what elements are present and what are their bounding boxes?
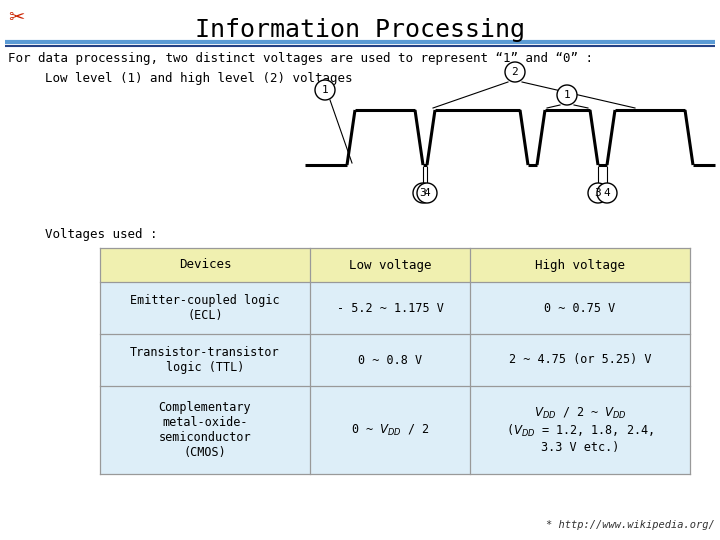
- Text: * http://www.wikipedia.org/: * http://www.wikipedia.org/: [546, 520, 715, 530]
- Bar: [100, 282, 310, 334]
- Bar: [310, 248, 470, 282]
- Circle shape: [557, 85, 577, 105]
- Text: Transistor-transistor
logic (TTL): Transistor-transistor logic (TTL): [130, 346, 280, 374]
- Text: 1: 1: [564, 90, 570, 100]
- Circle shape: [413, 183, 433, 203]
- Text: High voltage: High voltage: [535, 259, 625, 272]
- Text: Voltages used :: Voltages used :: [45, 228, 158, 241]
- Bar: [470, 282, 690, 334]
- Bar: [470, 248, 690, 282]
- Text: Low voltage: Low voltage: [348, 259, 431, 272]
- Text: - 5.2 ~ 1.175 V: - 5.2 ~ 1.175 V: [336, 301, 444, 314]
- Circle shape: [505, 62, 525, 82]
- Circle shape: [597, 183, 617, 203]
- Bar: [100, 248, 310, 282]
- Text: Emitter-coupled logic
(ECL): Emitter-coupled logic (ECL): [130, 294, 280, 322]
- Text: 3: 3: [595, 188, 601, 198]
- Bar: [100, 386, 310, 474]
- Text: ✂: ✂: [8, 8, 24, 27]
- Text: Low level (1) and high level (2) voltages: Low level (1) and high level (2) voltage…: [45, 72, 353, 85]
- Bar: [470, 334, 690, 386]
- Text: 0 ~ 0.75 V: 0 ~ 0.75 V: [544, 301, 616, 314]
- Text: 3: 3: [420, 188, 426, 198]
- Circle shape: [315, 80, 335, 100]
- Text: 2: 2: [512, 67, 518, 77]
- Text: 0 ~ $V_{DD}$ / 2: 0 ~ $V_{DD}$ / 2: [351, 422, 429, 437]
- Text: 2 ~ 4.75 (or 5.25) V: 2 ~ 4.75 (or 5.25) V: [509, 354, 652, 367]
- Text: 1: 1: [322, 85, 328, 95]
- Bar: [470, 386, 690, 474]
- Text: $V_{DD}$ / 2 ~ $V_{DD}$
($V_{DD}$ = 1.2, 1.8, 2.4,
3.3 V etc.): $V_{DD}$ / 2 ~ $V_{DD}$ ($V_{DD}$ = 1.2,…: [506, 406, 654, 454]
- Circle shape: [417, 183, 437, 203]
- Text: 0 ~ 0.8 V: 0 ~ 0.8 V: [358, 354, 422, 367]
- Bar: [310, 282, 470, 334]
- Bar: [310, 334, 470, 386]
- Circle shape: [588, 183, 608, 203]
- Bar: [310, 386, 470, 474]
- Text: Complementary
metal-oxide-
semiconductor
(CMOS): Complementary metal-oxide- semiconductor…: [158, 401, 251, 459]
- Text: Information Processing: Information Processing: [195, 18, 525, 42]
- Bar: [100, 334, 310, 386]
- Text: Devices: Devices: [179, 259, 231, 272]
- Text: For data processing, two distinct voltages are used to represent “1” and “0” :: For data processing, two distinct voltag…: [8, 52, 593, 65]
- Text: 4: 4: [423, 188, 431, 198]
- Text: 4: 4: [603, 188, 611, 198]
